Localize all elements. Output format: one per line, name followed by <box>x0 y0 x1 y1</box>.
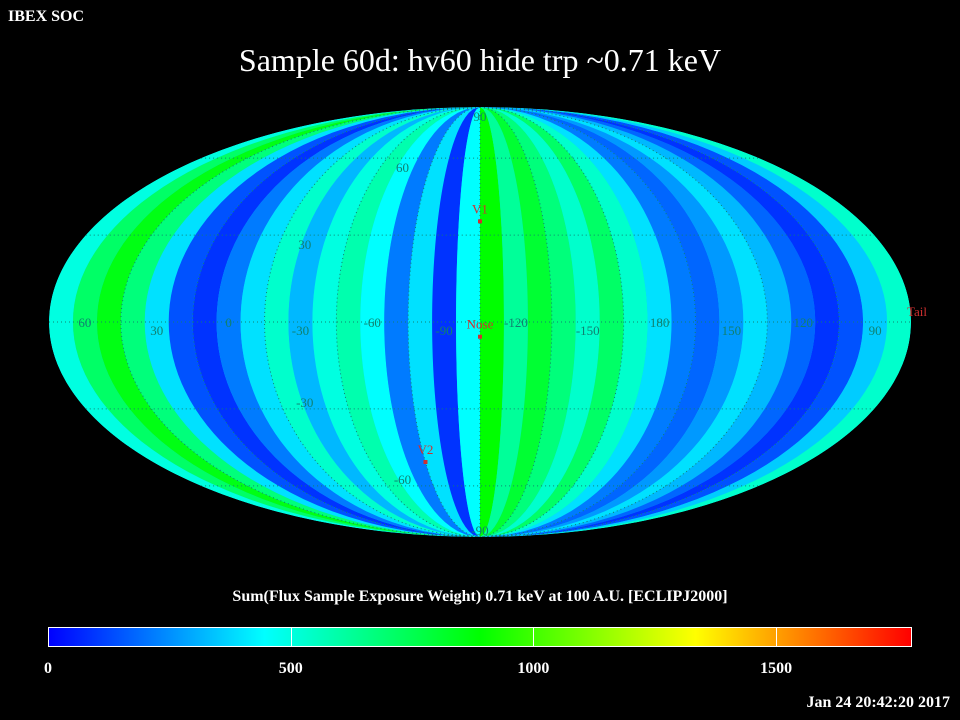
longitude-label: 90 <box>869 323 882 338</box>
meridian-line <box>479 107 840 537</box>
map-band <box>336 107 480 537</box>
colorbar-label: Sum(Flux Sample Exposure Weight) 0.71 ke… <box>232 588 728 605</box>
meridian-line <box>335 107 481 537</box>
longitude-label: -90 <box>435 323 452 338</box>
map-band <box>312 107 480 537</box>
colorbar-tick-label: 1500 <box>760 660 793 677</box>
timestamp: Jan 24 20:42:20 2017 <box>806 694 950 711</box>
colorbar-tick-mark <box>533 627 535 647</box>
map-band <box>384 107 480 537</box>
latitude-label: 90 <box>474 109 487 124</box>
marker-dot <box>423 459 428 464</box>
meridian-line <box>479 107 768 537</box>
latitude-label: -90 <box>471 523 488 538</box>
latitude-label: -30 <box>296 395 313 410</box>
colorbar-tick-label: 1000 <box>517 660 550 677</box>
longitude-label: 180 <box>650 315 670 330</box>
colorbar-tick-mark <box>48 627 49 647</box>
map-band <box>408 107 480 537</box>
latitude-label: -60 <box>394 472 411 487</box>
longitude-label: -60 <box>364 315 381 330</box>
graticule-labels: 60 30 0 -30 -60 -90 -120 -150 180 150 120 90 90 60 30 -… <box>78 109 881 538</box>
map-band <box>480 107 528 537</box>
map-data-bands <box>49 107 911 537</box>
colorbar-tick-label: 0 <box>44 660 52 677</box>
marker-dot <box>478 219 482 224</box>
meridian-line <box>120 107 481 537</box>
map-band <box>480 107 552 537</box>
longitude-label: 150 <box>722 323 742 338</box>
marker-label-nose: Nose <box>467 317 494 332</box>
marker-label-v1: V1 <box>472 201 488 216</box>
latitude-label: 60 <box>396 160 409 175</box>
meridian-line <box>263 107 481 537</box>
longitude-label: 120 <box>794 315 814 330</box>
map-band <box>480 107 624 537</box>
map-band <box>480 107 576 537</box>
header-label: IBEX SOC <box>8 8 85 25</box>
colorbar-tick-label: 500 <box>278 660 303 677</box>
longitude-label: 0 <box>225 315 232 330</box>
map-band <box>480 107 504 537</box>
marker-label-v2: V2 <box>418 442 434 457</box>
colorbar-tick-mark <box>290 627 292 647</box>
marker-dot <box>478 334 482 339</box>
colorbar <box>48 627 912 647</box>
meridian-line <box>192 107 481 537</box>
colorbar-tick-mark <box>776 627 778 647</box>
latitude-label: 30 <box>298 237 311 252</box>
map-band <box>480 107 600 537</box>
map-band <box>360 107 480 537</box>
longitude-label: 60 <box>78 315 91 330</box>
longitude-label: -30 <box>292 323 309 338</box>
meridian-line <box>479 107 625 537</box>
map-markers: V1 Nose V2 Tail <box>418 201 927 464</box>
longitude-label: -150 <box>576 323 600 338</box>
longitude-label: -120 <box>504 315 528 330</box>
map-graticule <box>49 107 911 537</box>
meridian-line <box>479 107 697 537</box>
meridian-line <box>479 107 553 537</box>
marker-label-tail: Tail <box>907 304 927 319</box>
map-title: Sample 60d: hv60 hide trp ~0.71 keV <box>238 42 722 78</box>
longitude-label: 30 <box>150 323 163 338</box>
map-band <box>480 107 648 537</box>
map-band <box>456 107 480 537</box>
